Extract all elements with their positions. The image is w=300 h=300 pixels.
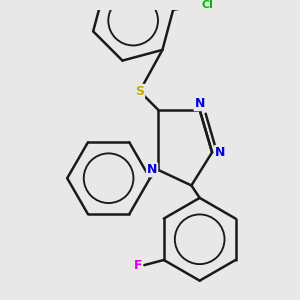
Text: N: N xyxy=(194,97,205,110)
Text: S: S xyxy=(135,85,144,98)
Text: F: F xyxy=(134,259,142,272)
Text: Cl: Cl xyxy=(201,0,213,10)
Text: N: N xyxy=(147,164,157,176)
Text: N: N xyxy=(215,146,226,159)
